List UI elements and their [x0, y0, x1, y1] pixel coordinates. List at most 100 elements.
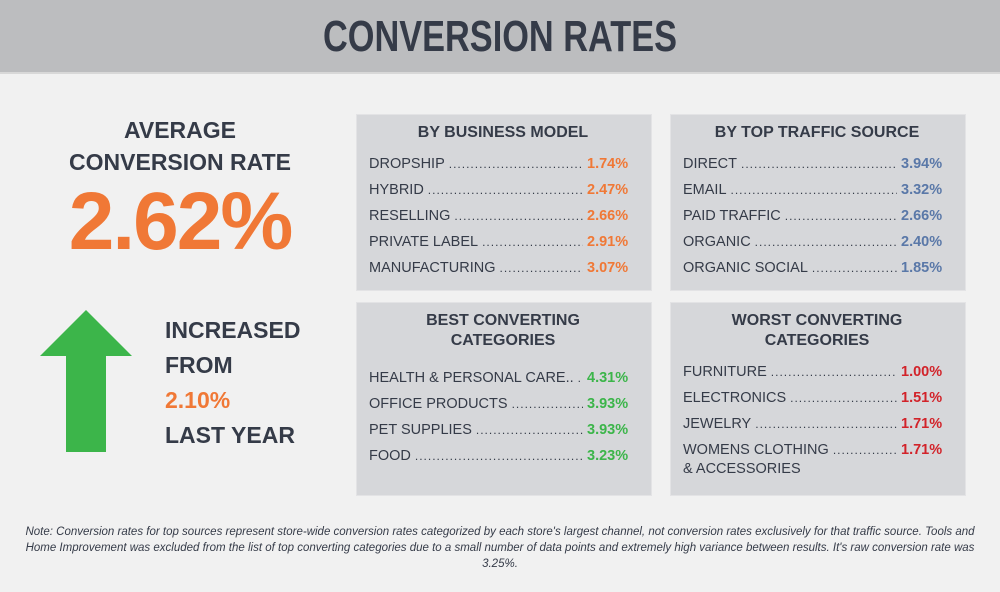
increase-text: INCREASED FROM 2.10% LAST YEAR — [165, 313, 300, 453]
row-value: 3.23% — [587, 448, 629, 464]
table-row: ELECTRONICS 1.51% — [683, 385, 951, 411]
row-value: 2.66% — [587, 208, 629, 224]
row-value: 3.93% — [587, 422, 629, 438]
row-label: ORGANIC SOCIAL — [683, 255, 808, 281]
table-row: JEWELRY 1.71% — [683, 411, 951, 437]
row-name: ORGANIC — [683, 234, 751, 250]
panel-title: BY BUSINESS MODEL — [417, 124, 589, 141]
average-label-2: CONVERSION RATE — [69, 149, 291, 175]
row-value: 1.74% — [587, 156, 629, 172]
previous-value: 2.10% — [165, 387, 231, 413]
dot-leader — [512, 391, 583, 417]
traffic-source-panel: BY TOP TRAFFIC SOURCE DIRECT 3.94% EMAIL 3.… — [670, 114, 966, 291]
table-row: HYBRID 2.47% — [369, 177, 637, 203]
increase-line1: INCREASED — [165, 317, 301, 343]
dot-leader — [454, 203, 583, 229]
row-label: HYBRID — [369, 177, 424, 203]
dot-leader — [415, 443, 583, 469]
row-name: EMAIL — [683, 182, 727, 198]
row-value: 2.66% — [901, 208, 943, 224]
row-name: FURNITURE — [683, 364, 767, 380]
title-line2: CATEGORIES — [450, 332, 556, 349]
row-label: EMAIL — [683, 177, 727, 203]
best-categories-panel: BEST CONVERTING CATEGORIES HEALTH & PERSO… — [356, 302, 652, 496]
row-name: ELECTRONICS — [683, 390, 787, 406]
increase-line3: LAST YEAR — [165, 422, 295, 448]
row-value: 1.71% — [901, 442, 943, 458]
title-line2: CATEGORIES — [764, 332, 870, 349]
row-label: MANUFACTURING — [369, 255, 495, 281]
row-name: WOMENS CLOTHING — [683, 442, 829, 458]
table-row: FOOD 3.23% — [369, 443, 637, 469]
table-row: DROPSHIP 1.74% — [369, 151, 637, 177]
table-row: MANUFACTURING 3.07% — [369, 255, 637, 281]
row-value: 3.94% — [901, 156, 943, 172]
row-label: WOMENS CLOTHING & ACCESSORIES — [683, 441, 829, 479]
row-name: JEWELRY — [683, 416, 752, 432]
panel-title: BY TOP TRAFFIC SOURCE — [714, 124, 920, 141]
header: CONVERSION RATES — [0, 0, 1000, 74]
dot-leader — [755, 411, 897, 437]
title-line1: WORST CONVERTING — [731, 312, 903, 329]
table-row: DIRECT 3.94% — [683, 151, 951, 177]
arrow-up-icon — [40, 310, 132, 452]
row-label: ORGANIC — [683, 229, 751, 255]
row-label: RESELLING — [369, 203, 450, 229]
row-value: 1.71% — [901, 416, 943, 432]
dot-leader — [812, 255, 897, 281]
row-value: 3.32% — [901, 182, 943, 198]
dot-leader — [428, 177, 583, 203]
row-name: FOOD — [369, 448, 411, 464]
row-value: 1.51% — [901, 390, 943, 406]
dot-leader — [790, 385, 897, 411]
dot-leader — [499, 255, 583, 281]
row-name: MANUFACTURING — [369, 260, 496, 276]
row-name-line2: & ACCESSORIES — [683, 461, 801, 477]
row-value: 1.85% — [901, 260, 943, 276]
dot-leader — [785, 203, 897, 229]
row-label: DIRECT — [683, 151, 737, 177]
average-value: 2.62% — [68, 176, 294, 267]
row-label: OFFICE PRODUCTS — [369, 391, 508, 417]
dot-leader — [741, 151, 897, 177]
row-label: FURNITURE — [683, 359, 767, 385]
dot-leader — [578, 365, 583, 391]
dot-leader — [833, 441, 897, 460]
table-row: PAID TRAFFIC 2.66% — [683, 203, 951, 229]
average-conversion: AVERAGE CONVERSION RATE 2.62% — [20, 114, 340, 267]
row-value: 2.91% — [587, 234, 629, 250]
row-name: HEALTH & PERSONAL CARE.. — [369, 370, 574, 386]
row-name: PAID TRAFFIC — [683, 208, 781, 224]
row-label: ELECTRONICS — [683, 385, 786, 411]
page-title: CONVERSION RATES — [322, 12, 678, 61]
row-name: PRIVATE LABEL — [369, 234, 479, 250]
row-value: 1.00% — [901, 364, 943, 380]
table-row: RESELLING 2.66% — [369, 203, 637, 229]
row-name: DIRECT — [683, 156, 737, 172]
row-name: RESELLING — [369, 208, 451, 224]
table-row: ORGANIC SOCIAL 1.85% — [683, 255, 951, 281]
row-value: 4.31% — [587, 370, 629, 386]
row-label: DROPSHIP — [369, 151, 445, 177]
dot-leader — [482, 229, 583, 255]
row-label: HEALTH & PERSONAL CARE.. — [369, 365, 574, 391]
dot-leader — [771, 359, 897, 385]
dot-leader — [476, 417, 583, 443]
panel-title: BEST CONVERTING CATEGORIES — [369, 311, 637, 351]
dot-leader — [755, 229, 897, 255]
table-row: PRIVATE LABEL 2.91% — [369, 229, 637, 255]
table-row: HEALTH & PERSONAL CARE.. 4.31% — [369, 365, 637, 391]
row-label: PET SUPPLIES — [369, 417, 472, 443]
business-model-panel: BY BUSINESS MODEL DROPSHIP 1.74% HYBRID 2.4… — [356, 114, 652, 291]
table-row: EMAIL 3.32% — [683, 177, 951, 203]
table-row: ORGANIC 2.40% — [683, 229, 951, 255]
table-row: WOMENS CLOTHING & ACCESSORIES 1.71% — [683, 441, 951, 479]
row-value: 2.47% — [587, 182, 629, 198]
row-name: OFFICE PRODUCTS — [369, 396, 508, 412]
row-label: PRIVATE LABEL — [369, 229, 478, 255]
panel-title: WORST CONVERTING CATEGORIES — [683, 311, 951, 351]
table-row: FURNITURE 1.00% — [683, 359, 951, 385]
row-value: 2.40% — [901, 234, 943, 250]
row-name: DROPSHIP — [369, 156, 445, 172]
row-name: HYBRID — [369, 182, 424, 198]
